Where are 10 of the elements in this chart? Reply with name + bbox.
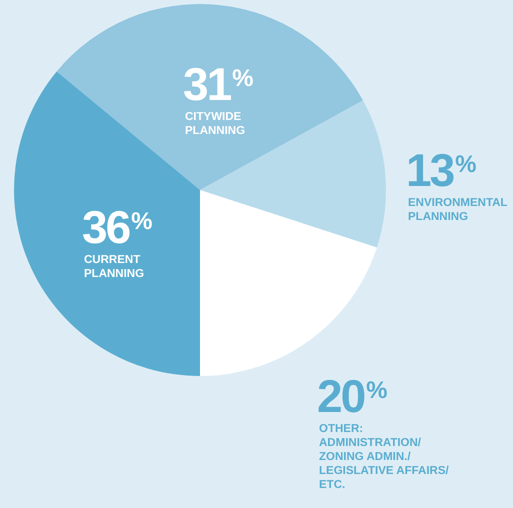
data-label: 20$^{%}$	[317, 370, 388, 422]
pie-slice	[200, 190, 377, 376]
slice-label: OTHER: ADMINISTRATION/ ZONING ADMIN./ LEGISLATIVE AFFAIRS/ ETC.	[319, 423, 450, 491]
data-label: 36$^{%}$	[82, 201, 152, 253]
slice-label: ENVIRONMENTAL PLANNING	[408, 197, 508, 223]
data-label: 13$^{%}$	[406, 144, 476, 196]
pie-slice	[56, 4, 363, 190]
slice-label: CURRENT PLANNING	[84, 254, 144, 280]
slice-label: CITYWIDE PLANNING	[185, 111, 246, 137]
data-label: 31$^{%}$	[183, 58, 254, 110]
